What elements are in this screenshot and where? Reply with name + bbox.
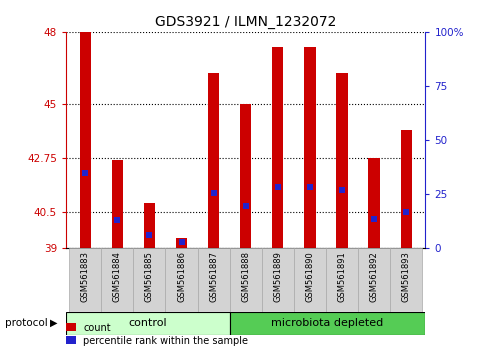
Bar	[165, 248, 197, 312]
Bar	[229, 312, 425, 335]
Text: GSM561884: GSM561884	[113, 251, 122, 302]
Bar	[325, 248, 357, 312]
Bar	[133, 248, 165, 312]
Title: GDS3921 / ILMN_1232072: GDS3921 / ILMN_1232072	[155, 16, 336, 29]
Text: GSM561887: GSM561887	[209, 251, 218, 302]
Text: GSM561888: GSM561888	[241, 251, 250, 302]
Text: GSM561883: GSM561883	[81, 251, 90, 302]
Text: GSM561885: GSM561885	[144, 251, 154, 302]
Bar	[272, 47, 283, 248]
Text: control: control	[128, 318, 167, 328]
Text: protocol: protocol	[5, 318, 47, 328]
Text: GSM561890: GSM561890	[305, 251, 314, 302]
Bar	[240, 104, 251, 248]
Bar	[69, 248, 101, 312]
Text: GSM561886: GSM561886	[177, 251, 185, 302]
Text: GSM561892: GSM561892	[369, 251, 378, 302]
Bar	[229, 248, 261, 312]
Bar	[207, 73, 219, 248]
Bar	[176, 238, 187, 248]
Text: ▶: ▶	[50, 318, 58, 328]
Bar	[66, 312, 229, 335]
Bar	[389, 248, 421, 312]
Bar	[197, 248, 229, 312]
Bar	[336, 73, 347, 248]
Bar	[80, 32, 91, 248]
Bar	[368, 158, 379, 248]
Text: GSM561891: GSM561891	[337, 251, 346, 302]
Bar	[293, 248, 325, 312]
Bar	[400, 130, 411, 248]
Bar	[304, 47, 315, 248]
Text: GSM561893: GSM561893	[401, 251, 410, 302]
Bar	[112, 160, 122, 248]
Text: microbiota depleted: microbiota depleted	[271, 318, 383, 328]
Bar	[357, 248, 389, 312]
Text: GSM561889: GSM561889	[273, 251, 282, 302]
Legend: count, percentile rank within the sample: count, percentile rank within the sample	[66, 323, 248, 346]
Bar	[143, 204, 155, 248]
Bar	[101, 248, 133, 312]
Bar	[261, 248, 293, 312]
